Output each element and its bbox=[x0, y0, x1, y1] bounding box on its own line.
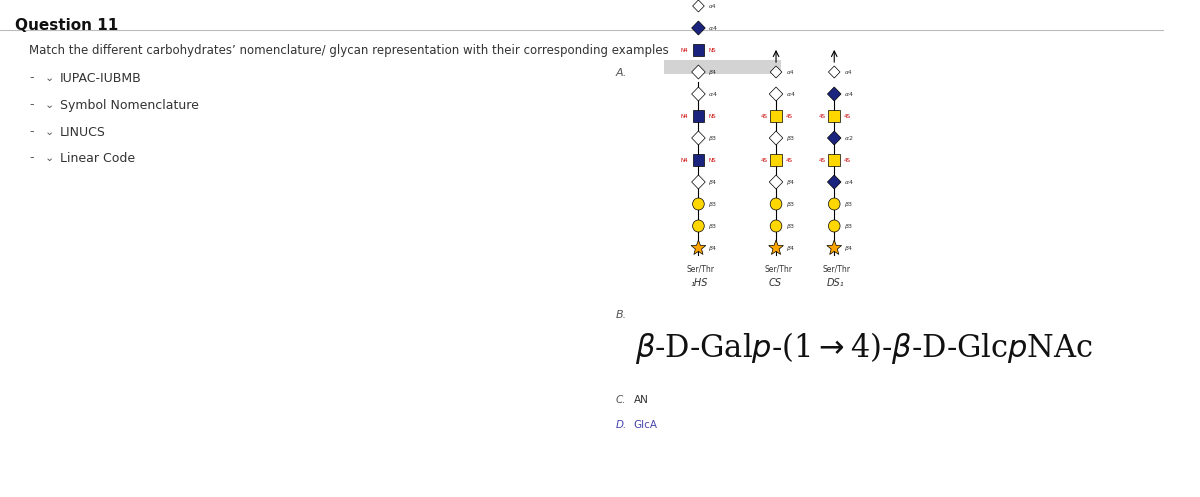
Text: C.: C. bbox=[616, 395, 626, 405]
Text: D.: D. bbox=[616, 420, 628, 430]
Text: 4S: 4S bbox=[818, 158, 826, 163]
Text: $\beta$3: $\beta$3 bbox=[786, 134, 796, 143]
Text: -: - bbox=[29, 72, 34, 84]
Bar bbox=[692, 110, 704, 122]
Text: ⌄: ⌄ bbox=[44, 100, 54, 110]
Text: $\alpha$4: $\alpha$4 bbox=[708, 24, 718, 32]
Text: B.: B. bbox=[616, 310, 628, 320]
Bar bbox=[692, 154, 704, 166]
Text: $\beta$4: $\beta$4 bbox=[786, 244, 796, 252]
Polygon shape bbox=[769, 87, 782, 101]
Text: $\alpha$4: $\alpha$4 bbox=[844, 68, 853, 76]
Text: Ser/Thr: Ser/Thr bbox=[764, 264, 792, 273]
Circle shape bbox=[828, 220, 840, 232]
Text: A.: A. bbox=[616, 68, 628, 78]
Circle shape bbox=[770, 220, 782, 232]
Text: $\alpha$4: $\alpha$4 bbox=[708, 2, 716, 10]
Polygon shape bbox=[769, 240, 784, 254]
Text: $\alpha$4: $\alpha$4 bbox=[844, 90, 853, 98]
Text: $\beta$3: $\beta$3 bbox=[708, 134, 718, 143]
Text: NS: NS bbox=[708, 158, 715, 163]
Text: IUPAC-IUBMB: IUPAC-IUBMB bbox=[60, 72, 142, 84]
Bar bbox=[770, 110, 782, 122]
Polygon shape bbox=[692, 0, 704, 12]
Polygon shape bbox=[827, 240, 841, 254]
Bar bbox=[665, 60, 781, 74]
Text: $\beta$4: $\beta$4 bbox=[708, 177, 718, 186]
Polygon shape bbox=[828, 66, 840, 78]
Bar bbox=[770, 154, 782, 166]
Polygon shape bbox=[828, 131, 841, 145]
Text: Ser/Thr: Ser/Thr bbox=[822, 264, 851, 273]
Text: Match the different carbohydrates’ nomenclature/ glycan representation with thei: Match the different carbohydrates’ nomen… bbox=[29, 44, 668, 57]
Text: LINUCS: LINUCS bbox=[60, 126, 106, 139]
Text: $\alpha$4: $\alpha$4 bbox=[708, 90, 718, 98]
Text: CS: CS bbox=[768, 278, 781, 288]
Bar bbox=[692, 44, 704, 56]
Circle shape bbox=[828, 198, 840, 210]
Text: $\beta$3: $\beta$3 bbox=[708, 222, 718, 231]
Text: $\alpha$4: $\alpha$4 bbox=[844, 178, 853, 186]
Polygon shape bbox=[828, 87, 841, 101]
Bar bbox=[828, 110, 840, 122]
Polygon shape bbox=[828, 175, 841, 189]
Text: 4S: 4S bbox=[818, 113, 826, 118]
Polygon shape bbox=[691, 87, 706, 101]
Text: -: - bbox=[29, 98, 34, 111]
Text: $\beta$3: $\beta$3 bbox=[708, 199, 718, 209]
Text: $\beta$3: $\beta$3 bbox=[844, 199, 853, 209]
Polygon shape bbox=[691, 21, 706, 35]
Text: ⌄: ⌄ bbox=[44, 73, 54, 83]
Text: AN: AN bbox=[634, 395, 648, 405]
Text: $\beta$3: $\beta$3 bbox=[786, 199, 796, 209]
Text: ⌄: ⌄ bbox=[44, 153, 54, 163]
Polygon shape bbox=[691, 131, 706, 145]
Text: 4S: 4S bbox=[761, 113, 768, 118]
Polygon shape bbox=[769, 175, 782, 189]
Text: Linear Code: Linear Code bbox=[60, 152, 136, 165]
Text: N4: N4 bbox=[680, 48, 689, 53]
Polygon shape bbox=[691, 240, 706, 254]
Text: -: - bbox=[29, 126, 34, 139]
Polygon shape bbox=[770, 66, 782, 78]
Bar bbox=[828, 154, 840, 166]
Text: $\beta$-D-Gal$p$-(1$\rightarrow$4)-$\beta$-D-Glc$p$NAc: $\beta$-D-Gal$p$-(1$\rightarrow$4)-$\bet… bbox=[635, 330, 1093, 366]
Text: N4: N4 bbox=[680, 158, 689, 163]
Text: NS: NS bbox=[708, 113, 715, 118]
Polygon shape bbox=[691, 65, 706, 79]
Text: $\alpha$2: $\alpha$2 bbox=[844, 134, 853, 142]
Circle shape bbox=[692, 220, 704, 232]
Text: 4S: 4S bbox=[844, 113, 851, 118]
Text: $\beta$4: $\beta$4 bbox=[708, 244, 718, 252]
Circle shape bbox=[770, 198, 782, 210]
Text: 4S: 4S bbox=[761, 158, 768, 163]
Text: -: - bbox=[29, 152, 34, 165]
Text: $\beta$4: $\beta$4 bbox=[844, 244, 853, 252]
Text: Ser/Thr: Ser/Thr bbox=[686, 264, 715, 273]
Text: NS: NS bbox=[708, 48, 715, 53]
Text: Question 11: Question 11 bbox=[14, 18, 118, 33]
Text: $\alpha$4: $\alpha$4 bbox=[786, 90, 796, 98]
Text: Symbol Nomenclature: Symbol Nomenclature bbox=[60, 98, 199, 111]
Text: $\alpha$4: $\alpha$4 bbox=[786, 68, 794, 76]
Text: $\beta$3: $\beta$3 bbox=[786, 222, 796, 231]
Text: 4S: 4S bbox=[786, 158, 793, 163]
Text: DS₁: DS₁ bbox=[827, 278, 844, 288]
Polygon shape bbox=[769, 131, 782, 145]
Text: $\beta$4: $\beta$4 bbox=[786, 177, 796, 186]
Text: 4S: 4S bbox=[786, 113, 793, 118]
Circle shape bbox=[692, 198, 704, 210]
Text: GlcA: GlcA bbox=[634, 420, 658, 430]
Polygon shape bbox=[691, 175, 706, 189]
Text: $\beta$4: $\beta$4 bbox=[708, 68, 718, 77]
Text: ₁HS: ₁HS bbox=[691, 278, 708, 288]
Text: 4S: 4S bbox=[844, 158, 851, 163]
Text: $\beta$3: $\beta$3 bbox=[844, 222, 853, 231]
Text: ⌄: ⌄ bbox=[44, 127, 54, 137]
Text: N4: N4 bbox=[680, 113, 689, 118]
